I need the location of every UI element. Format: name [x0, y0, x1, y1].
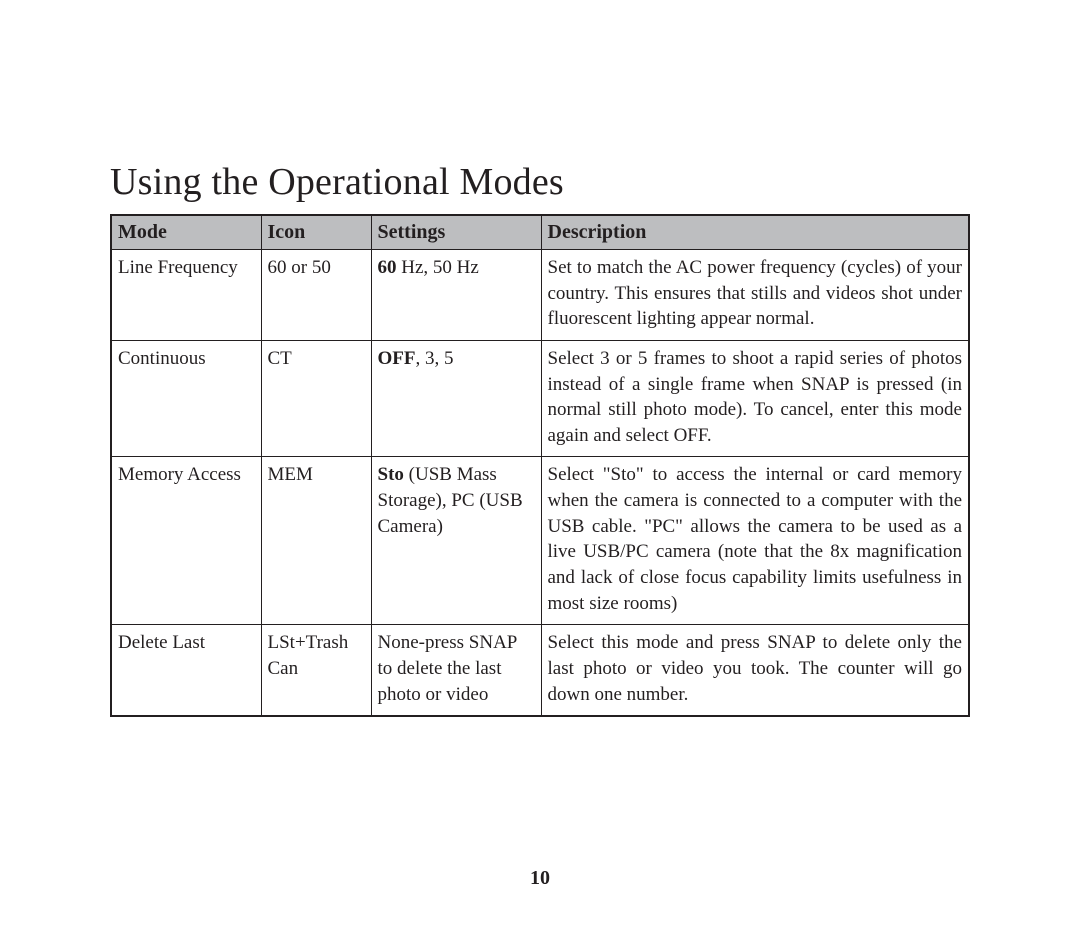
cell-icon: MEM [261, 457, 371, 625]
cell-description: Select this mode and press SNAP to delet… [541, 625, 969, 716]
cell-settings: 60 Hz, 50 Hz [371, 250, 541, 341]
cell-mode: Line Frequency [111, 250, 261, 341]
cell-icon: CT [261, 340, 371, 457]
table-header-row: Mode Icon Settings Description [111, 215, 969, 250]
cell-icon: LSt+Trash Can [261, 625, 371, 716]
table-row: Delete Last LSt+Trash Can None-press SNA… [111, 625, 969, 716]
settings-bold: 60 [378, 257, 397, 278]
col-header-settings: Settings [371, 215, 541, 250]
cell-mode: Continuous [111, 340, 261, 457]
cell-icon: 60 or 50 [261, 250, 371, 341]
settings-rest: Hz, 50 Hz [397, 257, 479, 278]
cell-settings: Sto (USB Mass Storage), PC (USB Camera) [371, 457, 541, 625]
cell-description: Select 3 or 5 frames to shoot a rapid se… [541, 340, 969, 457]
page-title: Using the Operational Modes [110, 160, 970, 204]
settings-rest: None-press SNAP to delete the last photo… [378, 632, 517, 704]
cell-settings: OFF, 3, 5 [371, 340, 541, 457]
settings-bold: OFF [378, 348, 416, 369]
table-row: Line Frequency 60 or 50 60 Hz, 50 Hz Set… [111, 250, 969, 341]
document-page: Using the Operational Modes Mode Icon Se… [0, 0, 1080, 945]
col-header-icon: Icon [261, 215, 371, 250]
cell-mode: Memory Access [111, 457, 261, 625]
cell-mode: Delete Last [111, 625, 261, 716]
page-number: 10 [0, 867, 1080, 890]
settings-rest: , 3, 5 [416, 348, 454, 369]
cell-description: Set to match the AC power frequency (cyc… [541, 250, 969, 341]
col-header-description: Description [541, 215, 969, 250]
settings-bold: Sto [378, 464, 404, 485]
modes-table: Mode Icon Settings Description Line Freq… [110, 214, 970, 717]
col-header-mode: Mode [111, 215, 261, 250]
cell-description: Select "Sto" to access the internal or c… [541, 457, 969, 625]
table-row: Memory Access MEM Sto (USB Mass Storage)… [111, 457, 969, 625]
table-row: Continuous CT OFF, 3, 5 Select 3 or 5 fr… [111, 340, 969, 457]
cell-settings: None-press SNAP to delete the last photo… [371, 625, 541, 716]
